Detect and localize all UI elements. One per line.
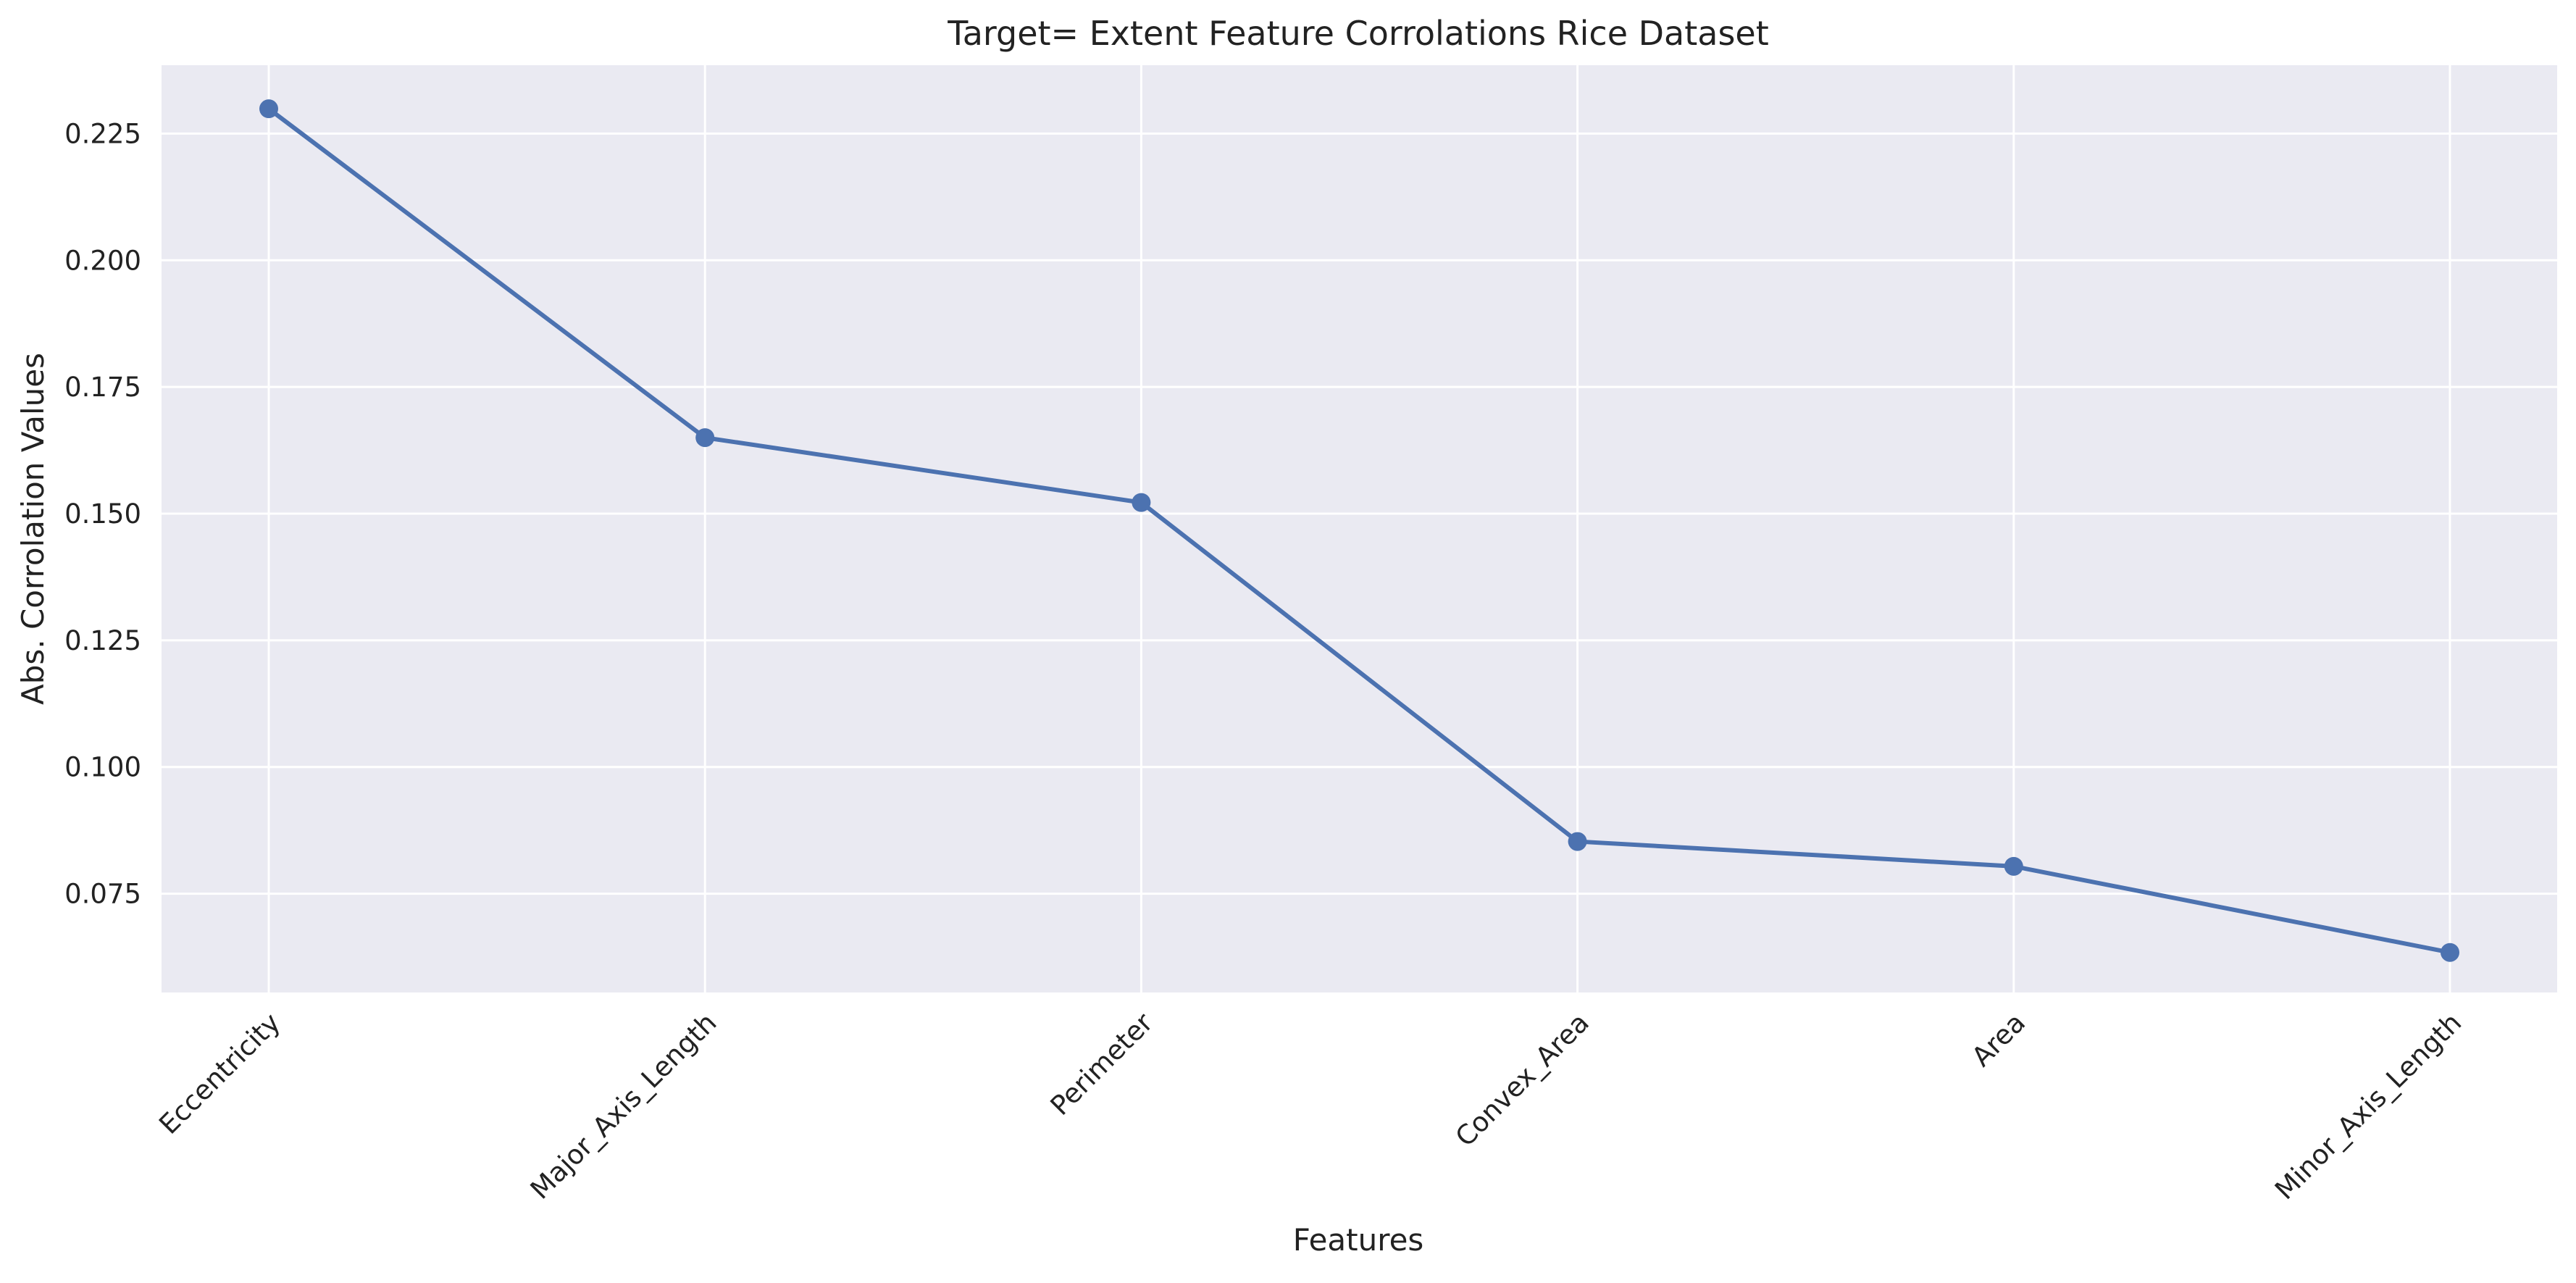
data-point [695,428,715,448]
series-line [267,106,2452,955]
chart-title: Target= Extent Feature Corrolations Rice… [947,14,1769,53]
data-point [2441,943,2459,962]
x-tick-label: Area [1966,1007,2032,1073]
grid-lines [162,65,2557,992]
y-tick-label: 0.225 [64,118,141,149]
y-axis-label: Abs. Corrolation Values [15,353,51,705]
x-axis-label: Features [1293,1222,1424,1258]
x-tick-label: Minor_Axis_Length [2269,1007,2467,1205]
y-tick-label: 0.125 [64,625,141,656]
y-tick-label: 0.200 [64,245,141,276]
x-tick-label: Perimeter [1045,1006,1160,1121]
data-point [259,99,278,119]
x-axis-ticks: Eccentricity Major_Axis_Length Perimeter Co… [153,1006,2467,1205]
y-tick-label: 0.175 [64,372,141,403]
y-tick-label: 0.075 [64,879,141,910]
plot-area [162,65,2557,992]
y-axis-ticks: 0.075 0.100 0.125 0.150 0.175 0.200 0.225 [64,118,141,909]
x-tick-label: Convex_Area [1450,1007,1595,1153]
data-point [1132,493,1151,512]
x-tick-label: Major_Axis_Length [524,1007,723,1205]
data-point [2004,856,2023,876]
series-layer [259,99,2459,962]
data-point [1568,832,1587,851]
y-tick-label: 0.100 [64,752,141,783]
y-tick-label: 0.150 [64,498,141,530]
x-tick-label: Eccentricity [153,1007,286,1140]
